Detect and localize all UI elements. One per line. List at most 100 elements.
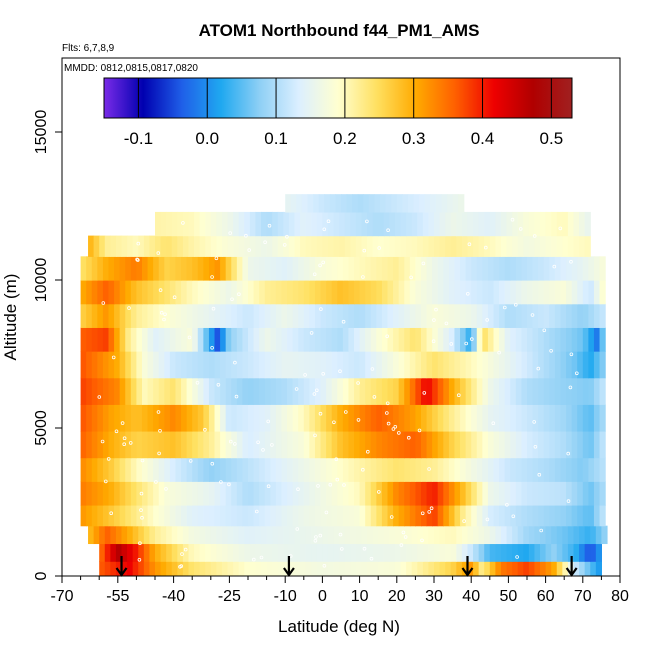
heat-cell	[471, 504, 478, 527]
heat-cell	[160, 525, 167, 545]
heat-cell	[169, 504, 177, 527]
heat-cell	[393, 377, 400, 405]
sample-marker	[356, 381, 360, 385]
heat-cell	[515, 327, 523, 352]
heat-cell	[515, 504, 523, 527]
heat-cell	[86, 351, 93, 379]
heat-cell	[566, 504, 573, 527]
heat-cell	[551, 543, 558, 562]
heat-cell	[500, 561, 508, 576]
heat-cell	[177, 211, 184, 237]
heat-cell	[450, 211, 457, 237]
heat-cell	[554, 430, 562, 459]
heat-cell	[527, 351, 534, 379]
heat-cell	[121, 543, 128, 562]
heat-cell	[136, 327, 143, 352]
heat-cell	[350, 561, 357, 576]
heat-cell	[482, 404, 489, 432]
heat-cell	[236, 327, 244, 352]
heat-cell	[454, 404, 461, 432]
heat-cell	[248, 256, 255, 281]
sample-marker	[138, 541, 142, 545]
heat-cell	[164, 327, 171, 352]
heat-cell	[342, 377, 350, 405]
heat-cell	[208, 327, 216, 352]
heat-cell	[158, 481, 165, 506]
heat-cell	[220, 481, 227, 506]
heat-cell	[517, 211, 524, 237]
heat-cell	[143, 543, 151, 562]
heat-cell	[80, 430, 87, 459]
heat-cell	[294, 525, 301, 545]
heat-cell	[102, 481, 110, 506]
sample-marker	[316, 484, 320, 488]
heat-cell	[244, 561, 251, 576]
heat-cell	[153, 504, 160, 527]
heat-cell	[432, 457, 439, 482]
heat-cell	[521, 457, 528, 482]
sample-marker	[139, 508, 143, 512]
heat-cell	[450, 543, 457, 562]
heat-cell	[417, 525, 424, 545]
heat-cell	[582, 377, 589, 405]
heat-cell	[521, 256, 528, 281]
heat-cell	[115, 235, 123, 257]
sample-marker	[569, 259, 573, 264]
heat-cell	[327, 235, 335, 257]
heat-cell	[342, 404, 350, 432]
heat-cell	[110, 561, 117, 576]
heat-cell	[149, 235, 156, 257]
sample-marker	[427, 467, 431, 471]
sample-marker	[282, 243, 287, 247]
heat-cell	[158, 351, 165, 379]
heat-cell	[372, 561, 379, 576]
heat-cell	[404, 481, 411, 506]
heat-cell	[443, 377, 450, 405]
heat-cell	[566, 327, 573, 352]
heat-cell	[476, 351, 483, 379]
heat-cell	[577, 351, 584, 379]
heat-cell	[482, 481, 489, 506]
heat-cell	[333, 235, 340, 257]
heat-cell	[370, 481, 377, 506]
heat-cell	[270, 481, 277, 506]
sample-marker	[244, 233, 248, 238]
sample-marker	[464, 341, 469, 346]
heat-cell	[314, 327, 322, 352]
heat-cell	[236, 504, 244, 527]
heat-cell	[277, 235, 284, 257]
heat-cell	[545, 235, 552, 257]
heat-cell	[489, 561, 496, 576]
heat-cell	[275, 280, 283, 305]
heat-cell	[339, 561, 346, 576]
sample-marker	[401, 530, 406, 535]
heat-cell	[400, 211, 407, 237]
heat-cell	[582, 256, 589, 281]
heat-cell	[387, 457, 394, 482]
heat-cell	[275, 351, 283, 379]
y-tick-label: 0	[33, 571, 50, 580]
heat-cell	[125, 327, 132, 352]
heat-cell	[175, 481, 182, 506]
heat-cell	[406, 211, 413, 237]
heat-cell	[419, 194, 426, 213]
heat-cell	[383, 211, 390, 237]
sample-marker	[361, 275, 365, 279]
heat-cell	[314, 504, 322, 527]
heat-cell	[361, 211, 368, 237]
heat-cell	[309, 430, 316, 459]
heat-cell	[487, 457, 495, 482]
heat-cell	[97, 280, 104, 305]
heat-cell	[242, 351, 249, 379]
heat-cell	[454, 256, 461, 281]
heat-cell	[549, 303, 556, 328]
heat-cell	[153, 430, 160, 459]
heat-cell	[571, 327, 578, 352]
heat-cell	[398, 457, 405, 482]
heat-cell	[342, 457, 350, 482]
heat-cell	[350, 211, 357, 237]
heat-cell	[417, 561, 424, 576]
heat-cell	[393, 481, 400, 506]
heat-cell	[571, 351, 578, 379]
